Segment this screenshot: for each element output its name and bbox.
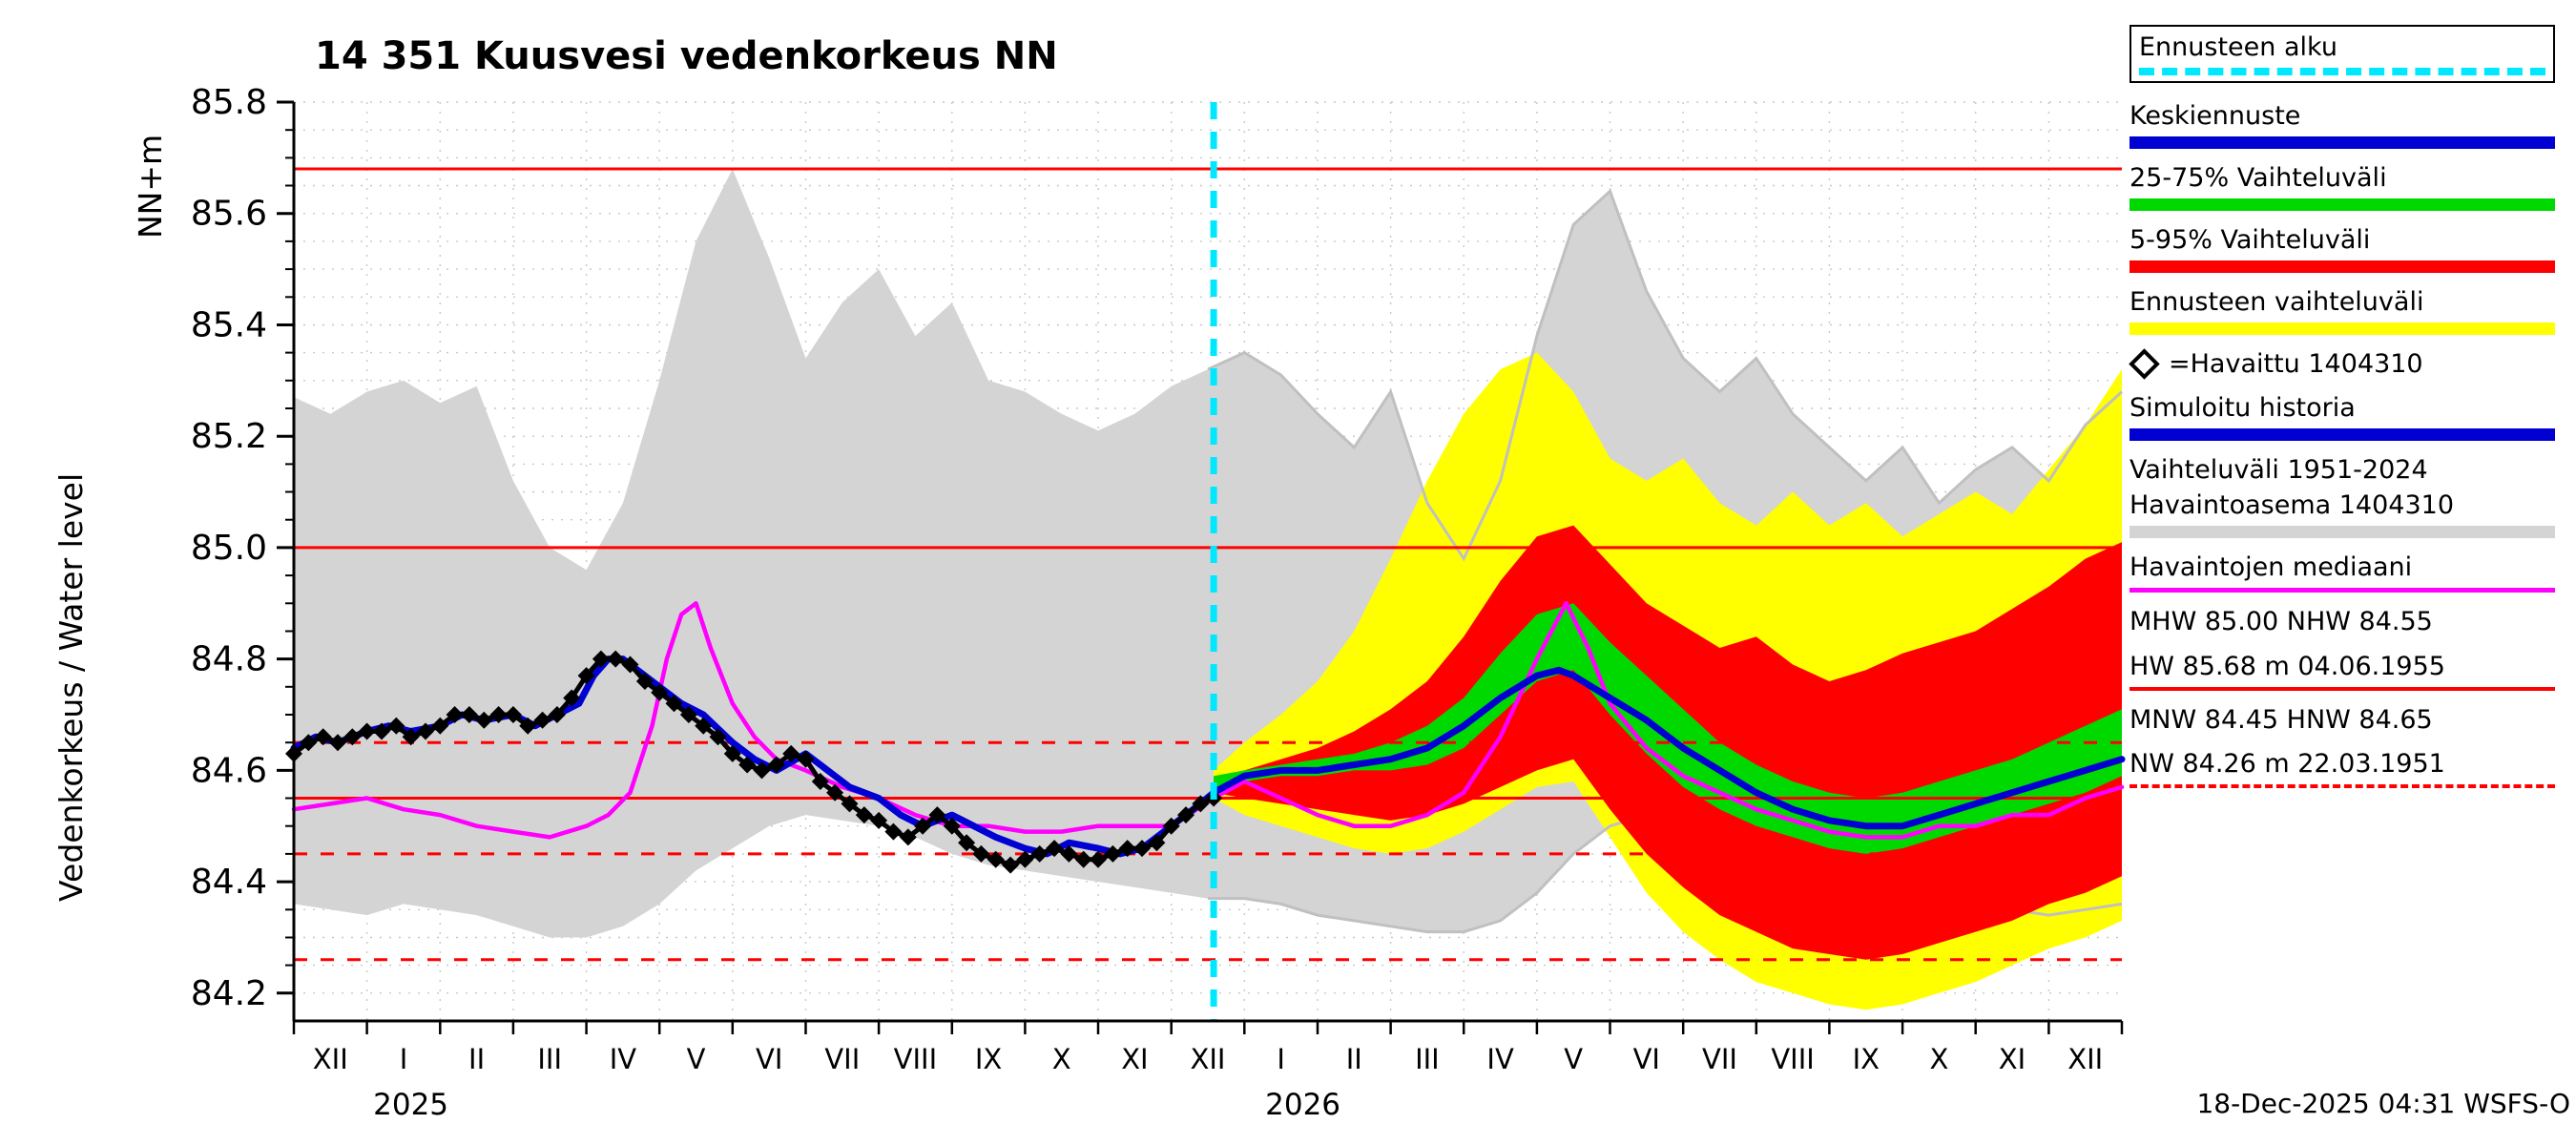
- legend-sample-magenta-line: [2129, 588, 2555, 593]
- svg-text:X: X: [1929, 1043, 1948, 1075]
- svg-text:III: III: [537, 1043, 562, 1075]
- svg-text:85.2: 85.2: [191, 417, 267, 456]
- legend-label: =Havaittu 1404310: [2169, 349, 2423, 380]
- legend-label: 5-95% Vaihteluväli: [2129, 225, 2371, 256]
- svg-text:85.0: 85.0: [191, 529, 267, 568]
- legend-item-6: Simuloitu historia: [2129, 393, 2555, 442]
- svg-text:V: V: [687, 1043, 706, 1075]
- legend-sample-red-dashed-thin: [2129, 783, 2555, 788]
- legend-label: Simuloitu historia: [2129, 393, 2356, 424]
- legend-item-10: HW 85.68 m 04.06.1955: [2129, 652, 2555, 691]
- band-25-75: [1214, 603, 2122, 854]
- svg-text:V: V: [1564, 1043, 1583, 1075]
- line-observed: [292, 656, 1215, 868]
- svg-text:I: I: [1277, 1043, 1285, 1075]
- legend-item-8: Havaintojen mediaani: [2129, 552, 2555, 593]
- svg-text:2026: 2026: [1265, 1088, 1340, 1122]
- legend-label: Ennusteen vaihteluväli: [2129, 287, 2424, 318]
- legend-label: NW 84.26 m 22.03.1951: [2129, 748, 2445, 779]
- svg-text:XI: XI: [1999, 1043, 2025, 1075]
- legend-sample-gray-thick: [2129, 526, 2555, 539]
- legend-label: Vaihteluväli 1951-2024: [2129, 455, 2428, 486]
- svg-text:II: II: [468, 1043, 485, 1075]
- svg-text:84.6: 84.6: [191, 751, 267, 790]
- legend-item-1: Keskiennuste: [2129, 101, 2555, 150]
- legend-sample-yellow-thick: [2129, 323, 2555, 336]
- y-axis-unit-label: NN+m: [132, 134, 169, 239]
- legend-panel: Ennusteen alku Keskiennuste 25-75% Vaihtel…: [2129, 25, 2555, 788]
- svg-text:IV: IV: [610, 1043, 637, 1075]
- legend-item-7: Vaihteluväli 1951-2024 Havaintoasema 1404…: [2129, 455, 2555, 539]
- svg-text:85.8: 85.8: [191, 83, 267, 122]
- legend-item-4: Ennusteen vaihteluväli: [2129, 287, 2555, 336]
- svg-text:III: III: [1415, 1043, 1440, 1075]
- legend-item-9: MHW 85.00 NHW 84.55: [2129, 607, 2555, 636]
- legend-item-12: NW 84.26 m 22.03.1951: [2129, 749, 2555, 788]
- svg-text:84.2: 84.2: [191, 974, 267, 1013]
- svg-text:XI: XI: [1121, 1043, 1148, 1075]
- legend-item-2: 25-75% Vaihteluväli: [2129, 163, 2555, 212]
- legend-label: Havaintojen mediaani: [2129, 552, 2413, 583]
- svg-text:XII: XII: [313, 1043, 348, 1075]
- legend-label: MNW 84.45 HNW 84.65: [2129, 704, 2433, 735]
- svg-text:X: X: [1052, 1043, 1071, 1075]
- svg-text:VI: VI: [756, 1043, 782, 1075]
- svg-text:84.8: 84.8: [191, 640, 267, 679]
- svg-text:VI: VI: [1633, 1043, 1660, 1075]
- legend-item-0: Ennusteen alku: [2129, 25, 2555, 84]
- svg-text:VIII: VIII: [894, 1043, 938, 1075]
- svg-text:II: II: [1346, 1043, 1362, 1075]
- svg-text:IX: IX: [1853, 1043, 1880, 1075]
- y-axis-label: Vedenkorkeus / Water level: [52, 472, 90, 902]
- svg-text:VIII: VIII: [1771, 1043, 1815, 1075]
- legend-sample-red-thick: [2129, 260, 2555, 274]
- svg-text:84.4: 84.4: [191, 863, 267, 902]
- observed-diamond-icon: [2129, 348, 2160, 381]
- svg-text:85.4: 85.4: [191, 306, 267, 345]
- legend-label: Havaintoasema 1404310: [2129, 490, 2454, 521]
- chart-title: 14 351 Kuusvesi vedenkorkeus NN: [315, 34, 1058, 78]
- legend-label: MHW 85.00 NHW 84.55: [2129, 607, 2433, 637]
- svg-text:VII: VII: [824, 1043, 860, 1075]
- svg-text:2025: 2025: [373, 1088, 448, 1122]
- legend-label: Keskiennuste: [2129, 101, 2301, 132]
- legend-label: 25-75% Vaihteluväli: [2129, 163, 2387, 194]
- legend-item-3: 5-95% Vaihteluväli: [2129, 225, 2555, 274]
- svg-text:IV: IV: [1486, 1043, 1514, 1075]
- timestamp: 18-Dec-2025 04:31 WSFS-O: [2196, 1088, 2570, 1119]
- svg-text:XII: XII: [2067, 1043, 2103, 1075]
- legend-sample-cyan-dashed: [2139, 68, 2545, 76]
- legend-sample-green-thick: [2129, 198, 2555, 212]
- svg-text:XII: XII: [1191, 1043, 1226, 1075]
- svg-text:VII: VII: [1702, 1043, 1737, 1075]
- legend-item-11: MNW 84.45 HNW 84.65: [2129, 705, 2555, 735]
- legend-label: HW 85.68 m 04.06.1955: [2129, 651, 2445, 681]
- svg-text:IX: IX: [975, 1043, 1002, 1075]
- legend-sample-red-solid-thin: [2129, 686, 2555, 691]
- legend-label: Ennusteen alku: [2139, 32, 2337, 62]
- legend-sample-blue-thick: [2129, 428, 2555, 442]
- svg-text:I: I: [400, 1043, 408, 1075]
- legend-item-5: =Havaittu 1404310: [2129, 348, 2555, 381]
- legend-sample-blue-thick: [2129, 136, 2555, 150]
- svg-text:85.6: 85.6: [191, 195, 267, 234]
- line-observed-median: [291, 601, 2125, 840]
